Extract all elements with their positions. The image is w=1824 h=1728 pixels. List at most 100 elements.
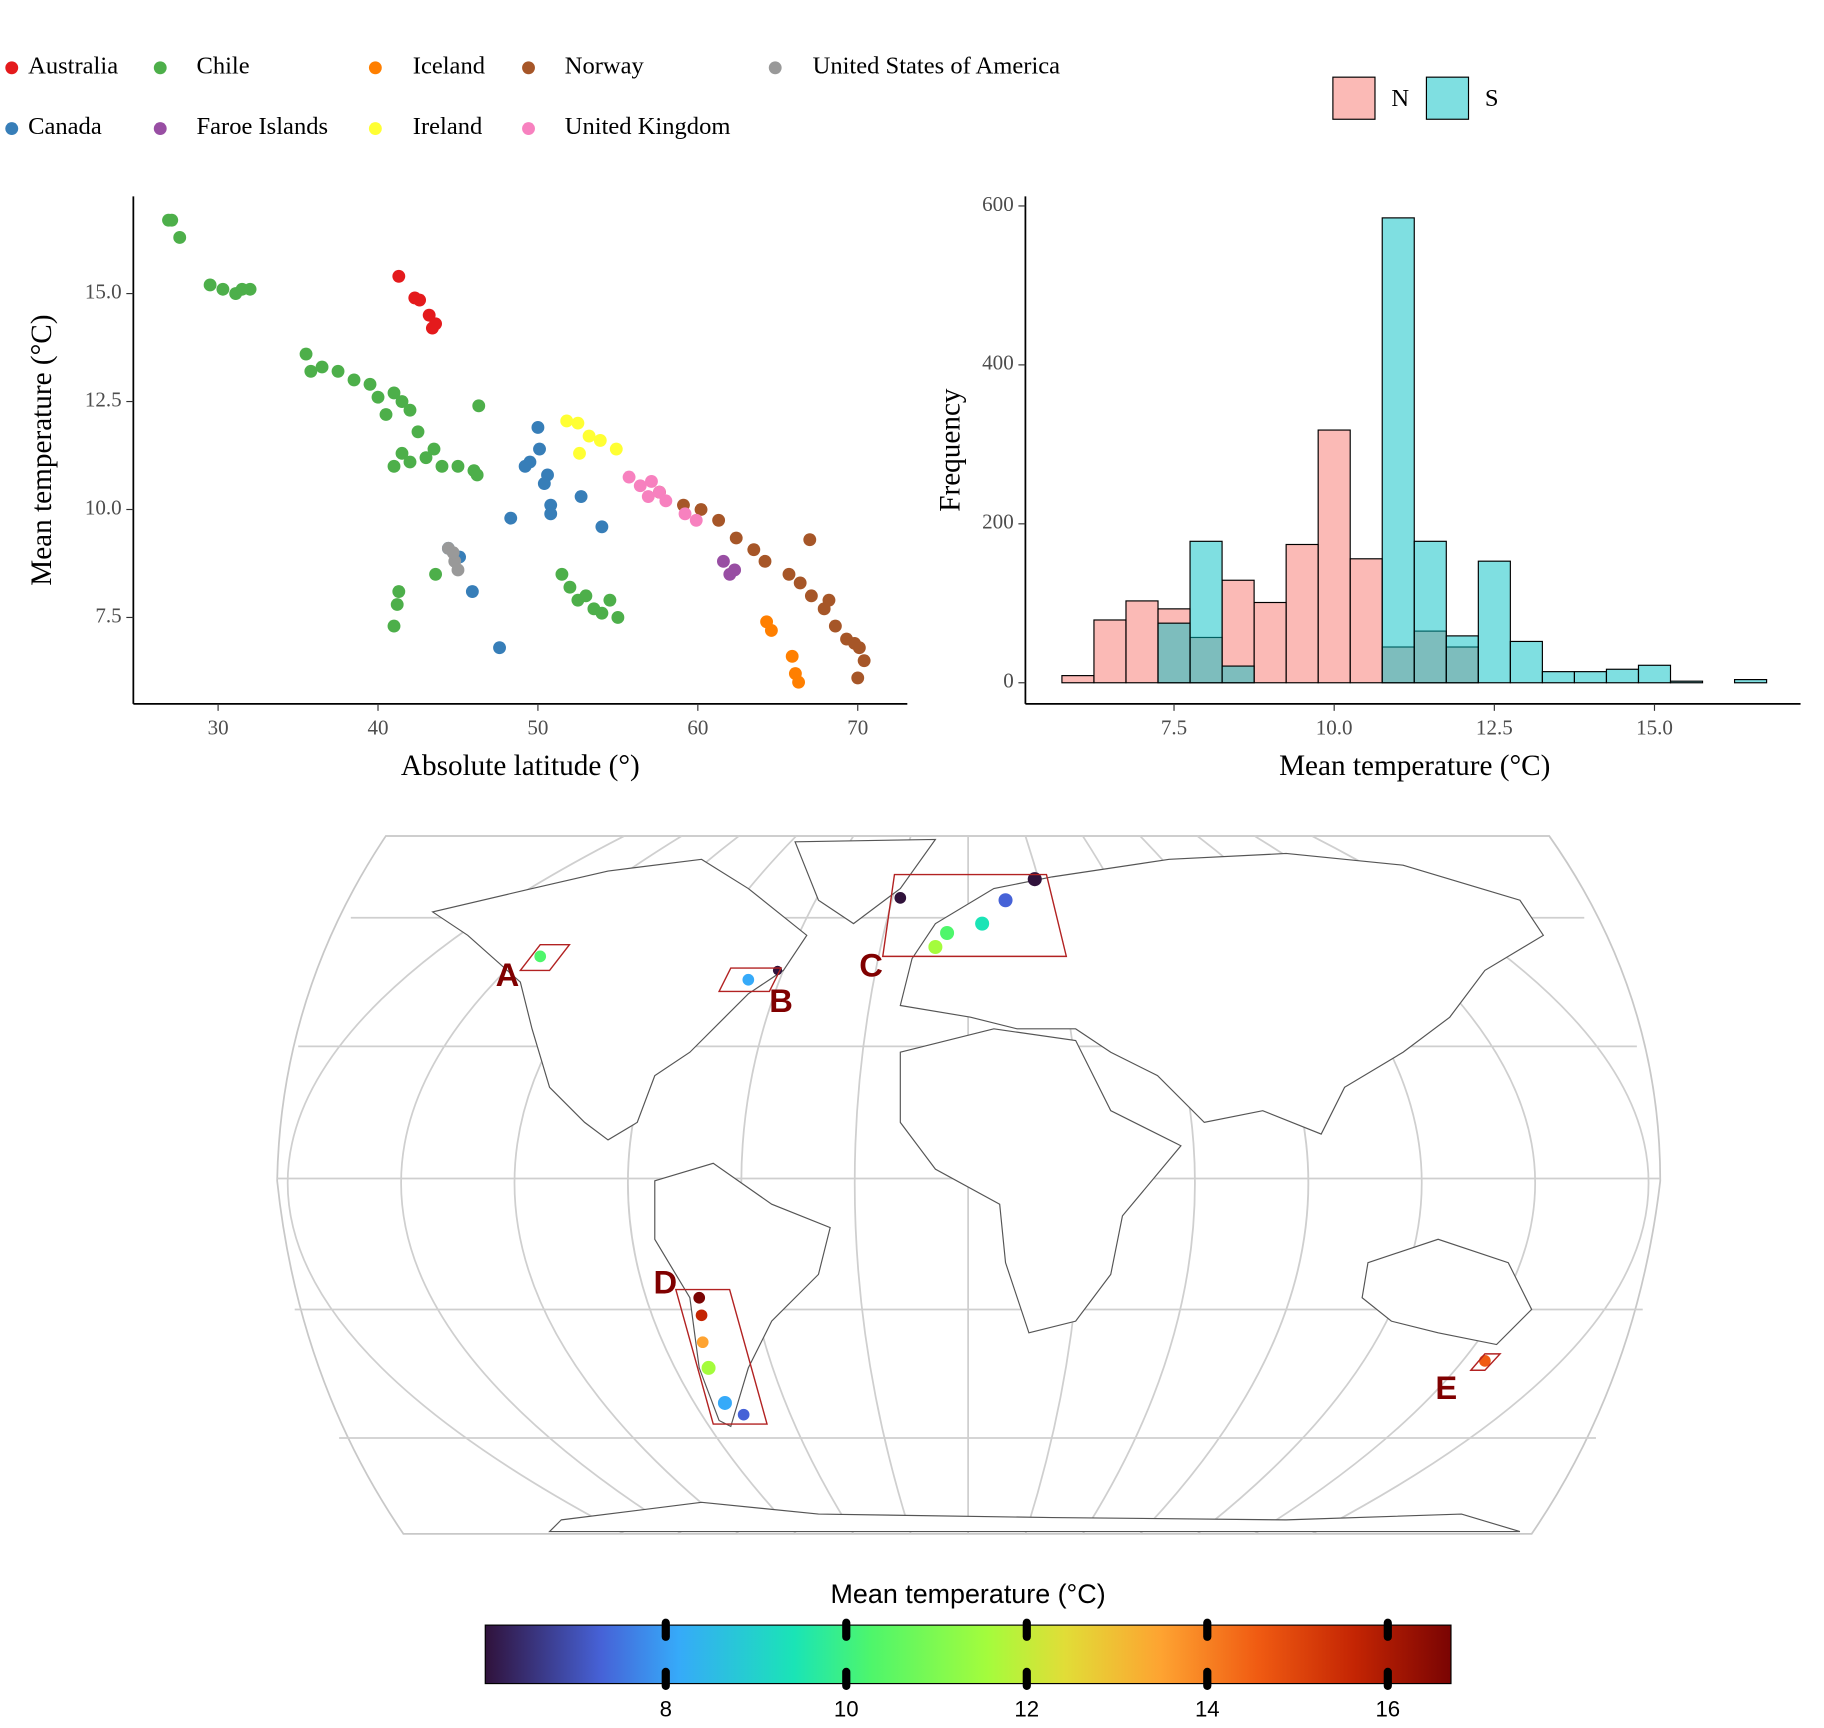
x-tick-label: 60	[687, 715, 708, 739]
legend-marker	[768, 61, 782, 75]
point	[403, 455, 417, 469]
africa	[899, 1028, 1182, 1334]
site	[534, 950, 547, 963]
point	[465, 585, 479, 598]
colorbar	[484, 1624, 1452, 1685]
bar	[1445, 635, 1479, 684]
point	[758, 554, 772, 568]
point	[371, 390, 385, 404]
y-tick-label: 12.5	[85, 387, 122, 411]
point	[544, 507, 558, 521]
y-axis-title: Frequency	[935, 388, 967, 512]
point	[593, 433, 607, 447]
australia	[1361, 1238, 1533, 1346]
bar	[1477, 560, 1511, 684]
point	[804, 589, 818, 603]
site	[717, 1395, 732, 1410]
bar	[1349, 558, 1383, 684]
north-america	[431, 858, 808, 1141]
bar	[1509, 640, 1543, 684]
site	[998, 893, 1013, 908]
point	[392, 269, 406, 283]
point	[729, 531, 743, 545]
region-box	[518, 943, 571, 972]
y-tick-label: 10.0	[85, 495, 122, 519]
point	[611, 611, 625, 624]
bar	[1285, 543, 1319, 684]
meridian	[286, 835, 625, 1535]
legend-marker	[368, 122, 382, 136]
bar	[1637, 664, 1672, 684]
point	[603, 593, 617, 607]
site	[1027, 872, 1042, 887]
point	[716, 554, 730, 568]
site	[975, 916, 990, 931]
point	[848, 636, 861, 650]
x-tick-label: 7.5	[1161, 715, 1187, 739]
meridian	[853, 835, 912, 1535]
x-axis-title: Mean temperature (°C)	[1279, 750, 1550, 782]
point	[533, 442, 546, 456]
point	[203, 278, 217, 292]
legend-marker	[368, 61, 382, 75]
sites	[534, 872, 1491, 1421]
legend-label: S	[1485, 85, 1499, 112]
bar	[1189, 540, 1223, 684]
point	[633, 479, 647, 493]
point	[822, 593, 836, 607]
region-label: A	[496, 956, 520, 993]
legend-label: N	[1391, 85, 1409, 112]
point	[395, 446, 409, 460]
point	[493, 641, 506, 655]
point	[413, 293, 427, 307]
point	[347, 373, 361, 387]
point	[315, 360, 329, 374]
point	[165, 213, 179, 227]
point	[472, 399, 486, 413]
x-tick-label: 15.0	[1636, 715, 1673, 739]
site	[696, 1336, 709, 1349]
colorbar-title: Mean temperature (°C)	[831, 1579, 1106, 1609]
legend-marker	[522, 122, 535, 136]
bar	[1541, 671, 1575, 684]
bar	[1125, 600, 1159, 684]
region-box	[674, 1288, 768, 1425]
site	[940, 925, 955, 940]
point	[678, 507, 692, 521]
y-tick-label: 15.0	[85, 279, 122, 303]
point	[764, 623, 778, 637]
bar	[1221, 665, 1255, 684]
point	[429, 567, 443, 581]
site	[894, 892, 907, 904]
colorbar-tick-label: 10	[834, 1696, 859, 1721]
legend-label: Iceland	[413, 52, 485, 79]
colorbar-tick-label: 16	[1375, 1696, 1400, 1721]
site	[737, 1408, 750, 1421]
point	[595, 606, 609, 620]
point	[435, 459, 449, 473]
legend-marker	[153, 122, 167, 136]
south-america	[654, 1162, 831, 1428]
region-label: D	[653, 1264, 677, 1301]
legend-marker	[5, 61, 19, 75]
point	[451, 563, 465, 577]
site	[701, 1360, 716, 1375]
point	[560, 414, 574, 428]
point	[793, 576, 807, 590]
point	[427, 442, 441, 456]
x-tick-label: 40	[367, 715, 388, 739]
x-tick-label: 50	[527, 715, 548, 739]
point	[803, 533, 817, 547]
point	[609, 442, 623, 456]
point	[304, 364, 318, 378]
bar	[1317, 429, 1351, 684]
site	[928, 939, 943, 955]
point	[299, 347, 313, 361]
bar	[1669, 680, 1704, 684]
point	[582, 429, 596, 443]
legend-label: United Kingdom	[565, 113, 731, 140]
bar	[1381, 217, 1415, 684]
legend-marker	[153, 61, 167, 75]
legend-key	[1332, 76, 1376, 120]
